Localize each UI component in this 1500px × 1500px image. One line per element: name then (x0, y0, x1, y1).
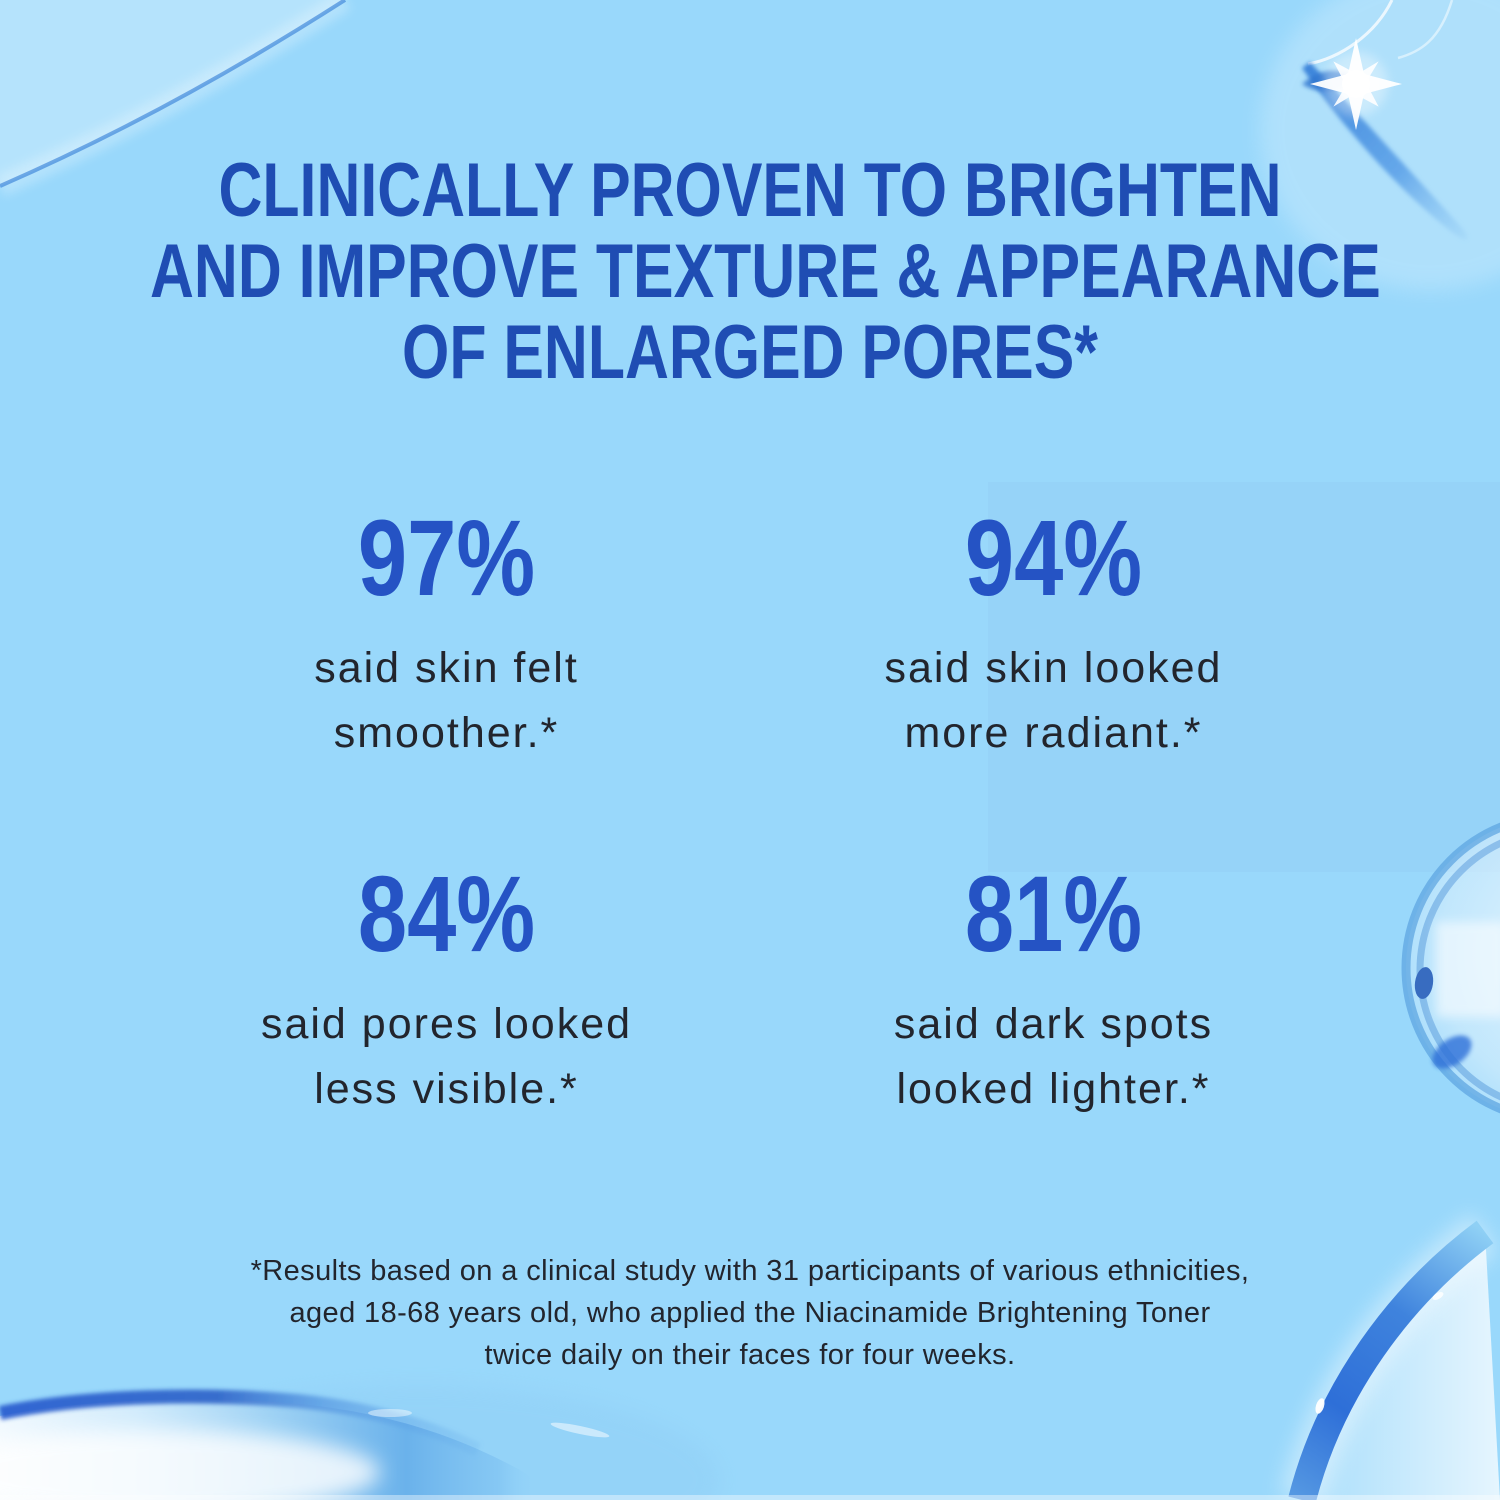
stat-label: said skin felt smoother.* (314, 644, 579, 757)
stat-pores-less-visible: 84% said pores looked less visible.* (143, 858, 750, 1122)
water-wave-bottom-left-icon (0, 1385, 1500, 1500)
stat-label: said skin looked more radiant.* (884, 644, 1223, 757)
headline-line-1: CLINICALLY PROVEN TO BRIGHTEN (218, 148, 1282, 233)
footnote-line-2: aged 18-68 years old, who applied the Ni… (289, 1297, 1211, 1329)
headline: CLINICALLY PROVEN TO BRIGHTEN AND IMPROV… (0, 150, 1500, 393)
footnote: *Results based on a clinical study with … (0, 1250, 1500, 1376)
stat-label: said pores looked less visible.* (260, 1000, 633, 1113)
stat-value: 94% (964, 497, 1143, 618)
footnote-line-1: *Results based on a clinical study with … (250, 1255, 1250, 1287)
stat-value: 97% (357, 497, 536, 618)
water-bubble-right-icon (1401, 822, 1500, 1114)
stat-value: 84% (357, 853, 536, 974)
headline-line-2: AND IMPROVE TEXTURE & APPEARANCE (150, 229, 1381, 314)
stat-skin-smoother: 97% said skin felt smoother.* (143, 502, 750, 766)
headline-line-3: OF ENLARGED PORES* (402, 310, 1098, 395)
stat-skin-radiant: 94% said skin looked more radiant.* (750, 502, 1357, 766)
stat-value: 81% (964, 853, 1143, 974)
sparkle-icon (1310, 38, 1402, 130)
stat-dark-spots-lighter: 81% said dark spots looked lighter.* (750, 858, 1357, 1122)
footnote-line-3: twice daily on their faces for four week… (484, 1339, 1016, 1371)
stats-grid: 97% said skin felt smoother.* 94% said s… (143, 502, 1357, 1122)
stat-label: said dark spots looked lighter.* (893, 1000, 1214, 1113)
